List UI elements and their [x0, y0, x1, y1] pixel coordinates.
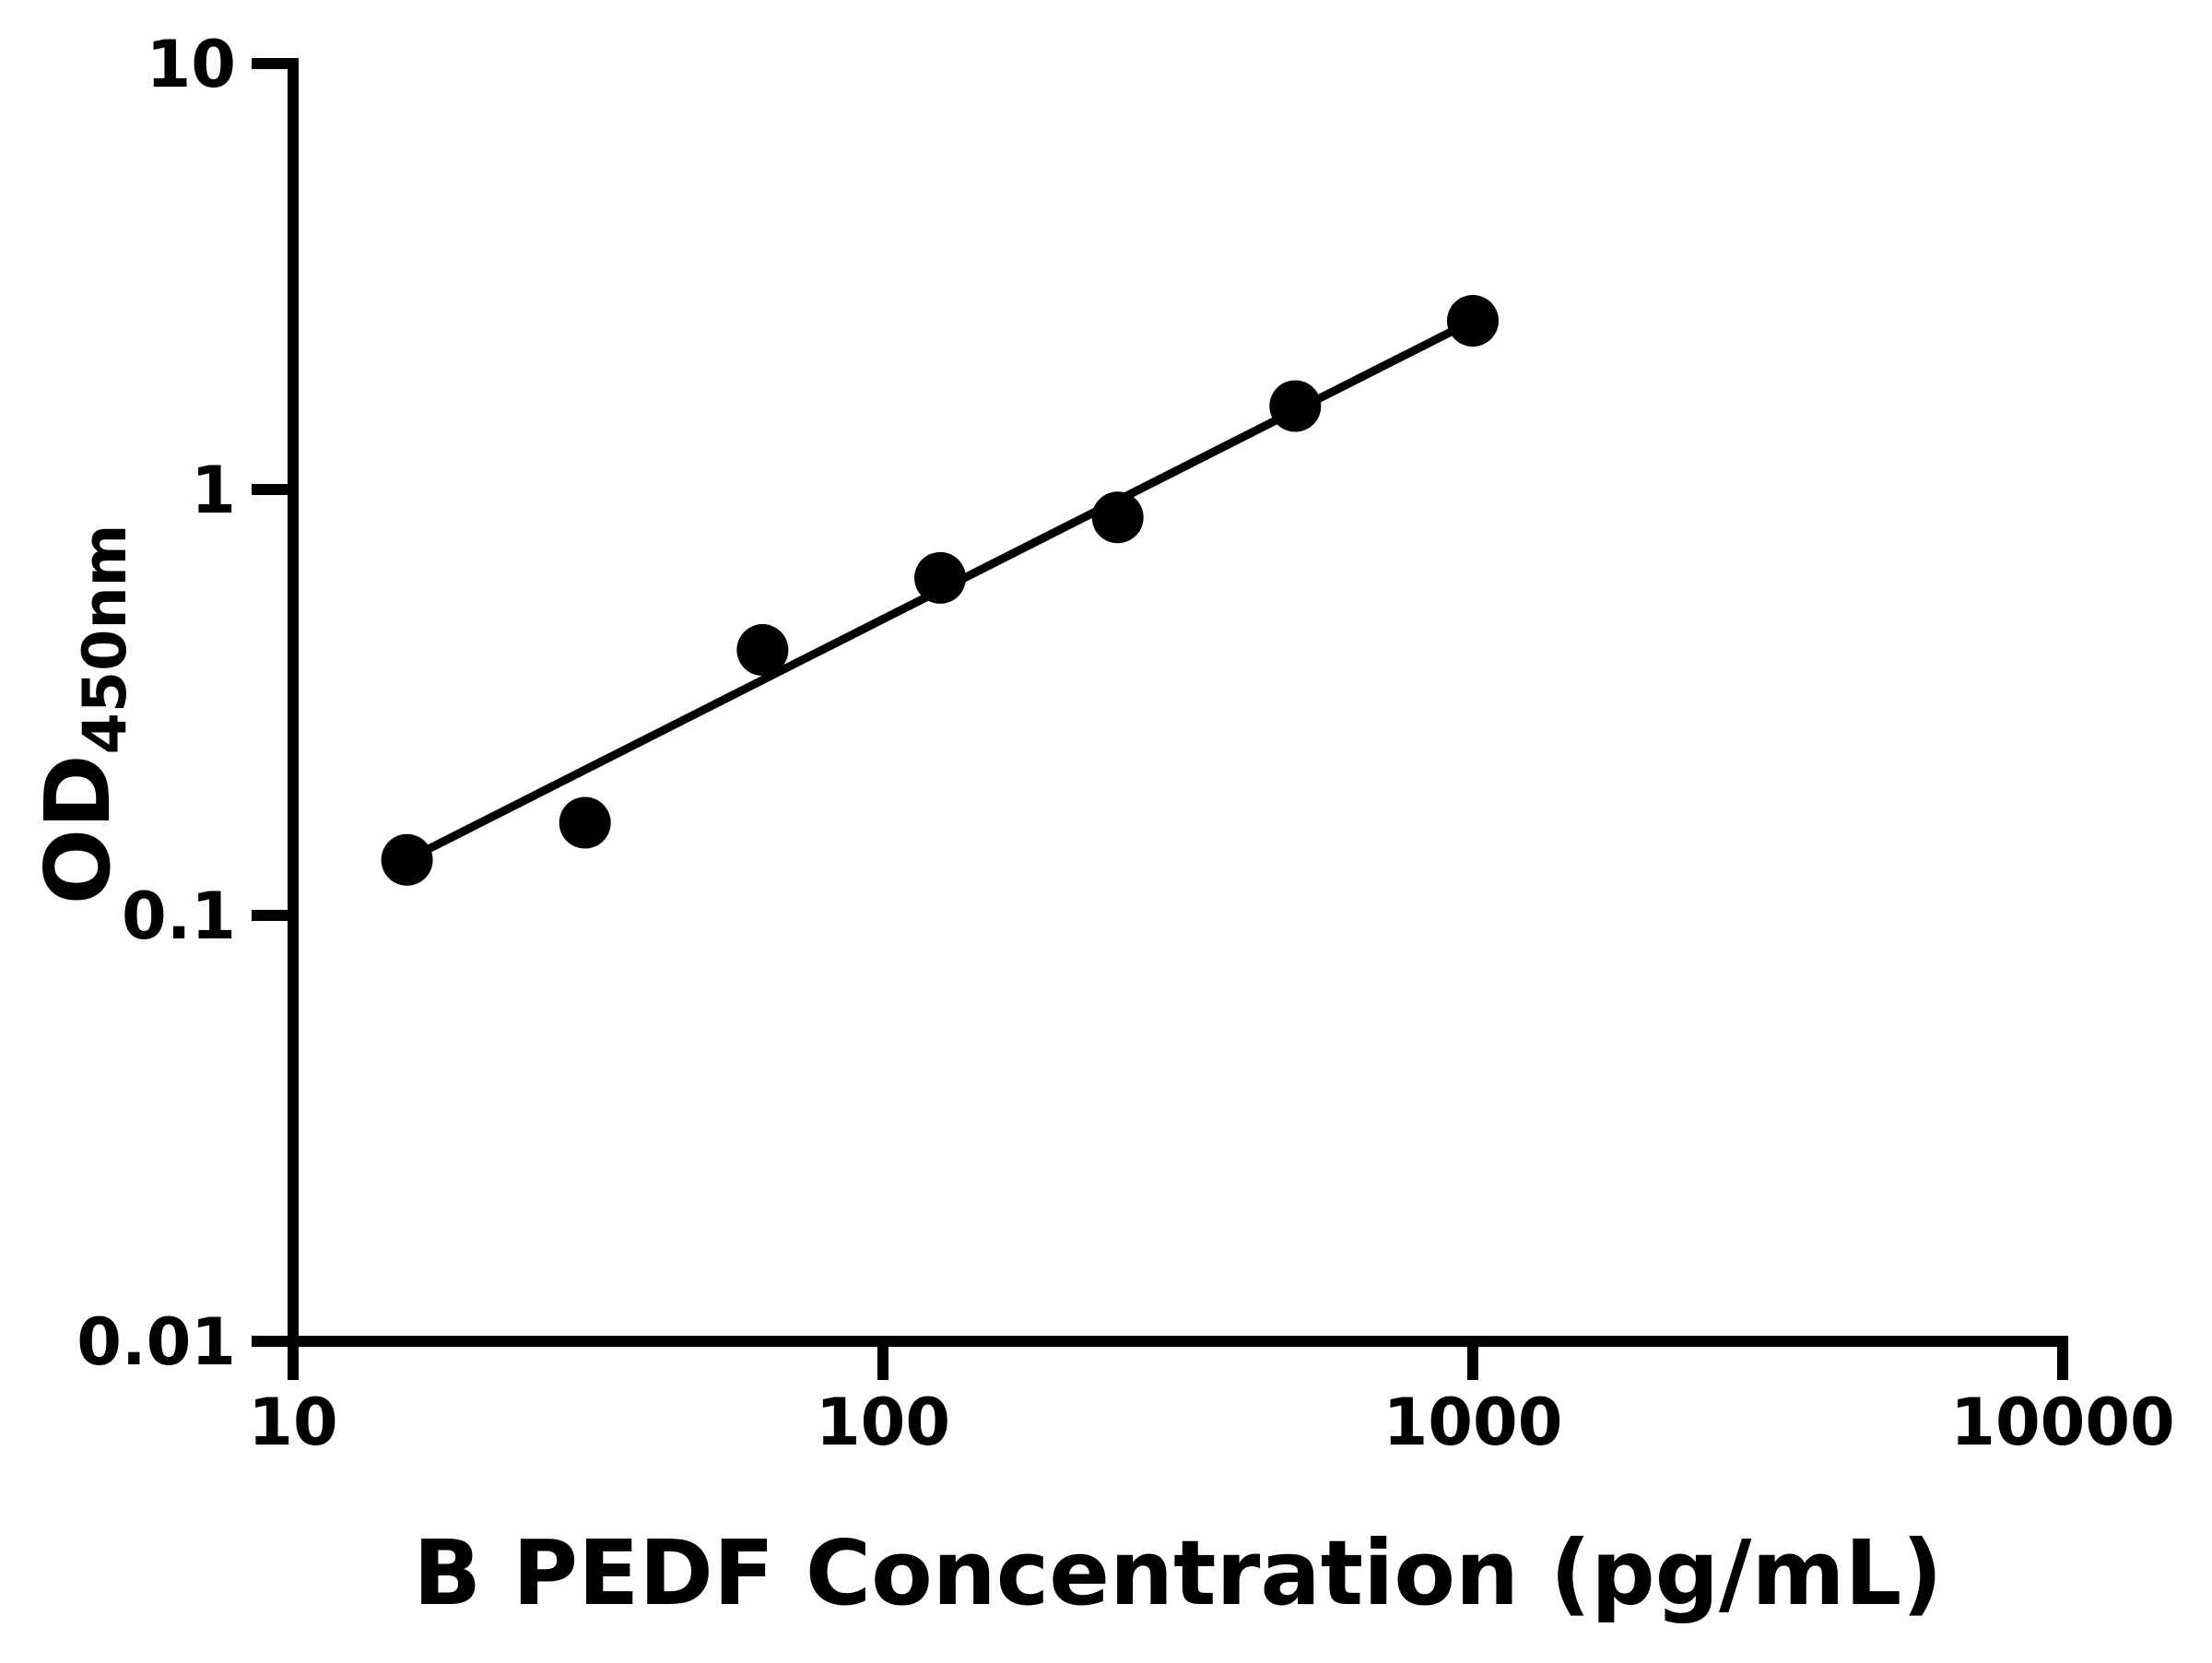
x-tick-label: 100 — [816, 1385, 950, 1460]
x-tick-label: 10 — [248, 1385, 337, 1460]
data-points-group — [381, 294, 1499, 886]
y-axis-title-main: OD — [26, 754, 130, 904]
data-point-marker — [559, 796, 611, 849]
x-tick-label: 10000 — [1950, 1385, 2175, 1460]
data-point-marker — [381, 833, 433, 886]
data-point-marker — [1091, 491, 1144, 544]
tick-marks — [252, 58, 2068, 1380]
y-axis-title-subscript: 450nm — [71, 525, 140, 755]
y-tick-label: 0.01 — [76, 1304, 236, 1380]
y-tick-label: 1 — [191, 453, 236, 528]
data-point-marker — [1269, 380, 1322, 432]
data-point-marker — [736, 624, 789, 677]
axes — [288, 58, 2068, 1347]
x-axis-title: B PEDF Concentration (pg/mL) — [413, 1521, 1942, 1625]
y-tick-label: 0.1 — [122, 879, 236, 954]
y-axis-title: OD450nm — [26, 525, 140, 905]
data-point-marker — [1447, 294, 1499, 347]
x-tick-label: 1000 — [1383, 1385, 1563, 1460]
y-tick-label: 10 — [147, 27, 236, 102]
data-point-marker — [914, 551, 967, 604]
